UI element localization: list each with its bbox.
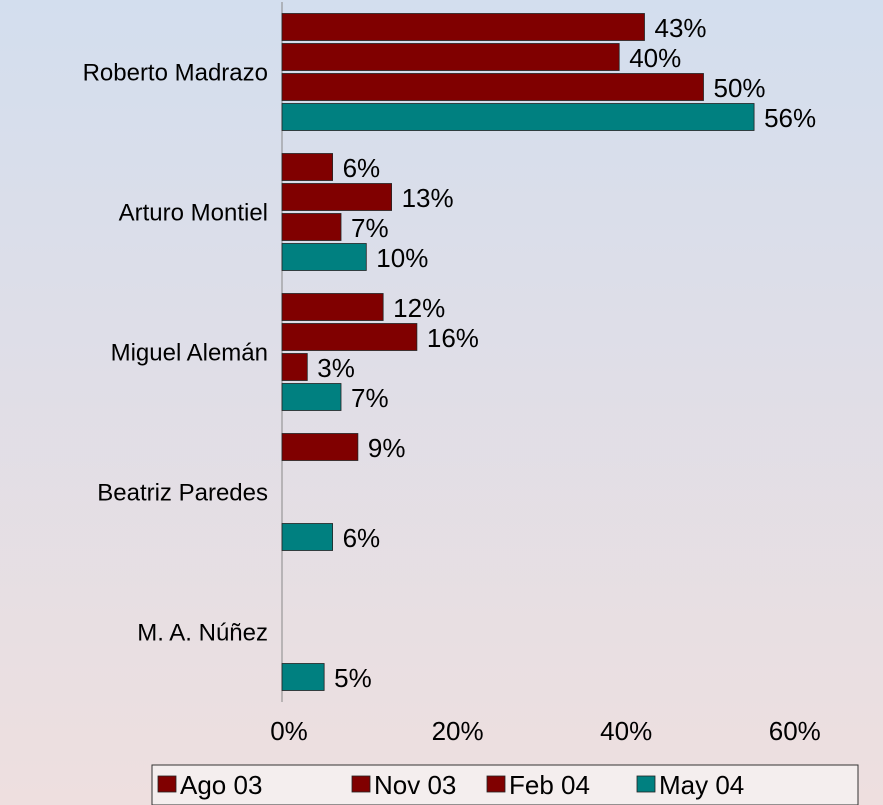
value-label: 16% bbox=[427, 323, 479, 353]
bar bbox=[281, 13, 645, 41]
bar bbox=[281, 433, 359, 461]
y-tick-label: M. A. Núñez bbox=[137, 619, 268, 646]
x-tick-label: 0% bbox=[270, 716, 308, 746]
value-label: 5% bbox=[334, 663, 372, 693]
bar bbox=[281, 323, 418, 351]
value-label: 12% bbox=[393, 293, 445, 323]
bar bbox=[281, 663, 325, 691]
y-tick-label: Roberto Madrazo bbox=[83, 59, 268, 86]
value-label: 50% bbox=[714, 73, 766, 103]
bar bbox=[281, 353, 308, 381]
bar bbox=[281, 383, 342, 411]
value-label: 56% bbox=[764, 103, 816, 133]
bar bbox=[281, 103, 755, 131]
bar bbox=[281, 183, 392, 211]
legend-label: Nov 03 bbox=[374, 770, 456, 800]
bar bbox=[281, 43, 620, 71]
value-label: 7% bbox=[351, 383, 389, 413]
value-label: 6% bbox=[343, 523, 381, 553]
bar bbox=[281, 293, 384, 321]
value-label: 10% bbox=[376, 243, 428, 273]
legend-swatch bbox=[351, 775, 371, 793]
bar bbox=[281, 153, 333, 181]
value-label: 43% bbox=[654, 13, 706, 43]
value-label: 13% bbox=[402, 183, 454, 213]
value-label: 9% bbox=[368, 433, 406, 463]
bar bbox=[281, 523, 333, 551]
legend-swatch bbox=[486, 775, 506, 793]
legend-swatch bbox=[636, 775, 656, 793]
legend-label: Ago 03 bbox=[180, 770, 262, 800]
x-tick-label: 20% bbox=[432, 716, 484, 746]
y-tick-label: Arturo Montiel bbox=[119, 199, 268, 226]
value-label: 7% bbox=[351, 213, 389, 243]
x-tick-label: 40% bbox=[600, 716, 652, 746]
y-tick-label: Miguel Alemán bbox=[111, 339, 268, 366]
legend-label: May 04 bbox=[659, 770, 744, 800]
value-label: 3% bbox=[317, 353, 355, 383]
bar bbox=[281, 213, 342, 241]
value-label: 40% bbox=[629, 43, 681, 73]
y-tick-label: Beatriz Paredes bbox=[97, 479, 268, 506]
x-tick-label: 60% bbox=[769, 716, 821, 746]
value-label: 6% bbox=[343, 153, 381, 183]
bar bbox=[281, 243, 367, 271]
legend-label: Feb 04 bbox=[509, 770, 590, 800]
legend-swatch bbox=[157, 775, 177, 793]
bar bbox=[281, 73, 704, 101]
